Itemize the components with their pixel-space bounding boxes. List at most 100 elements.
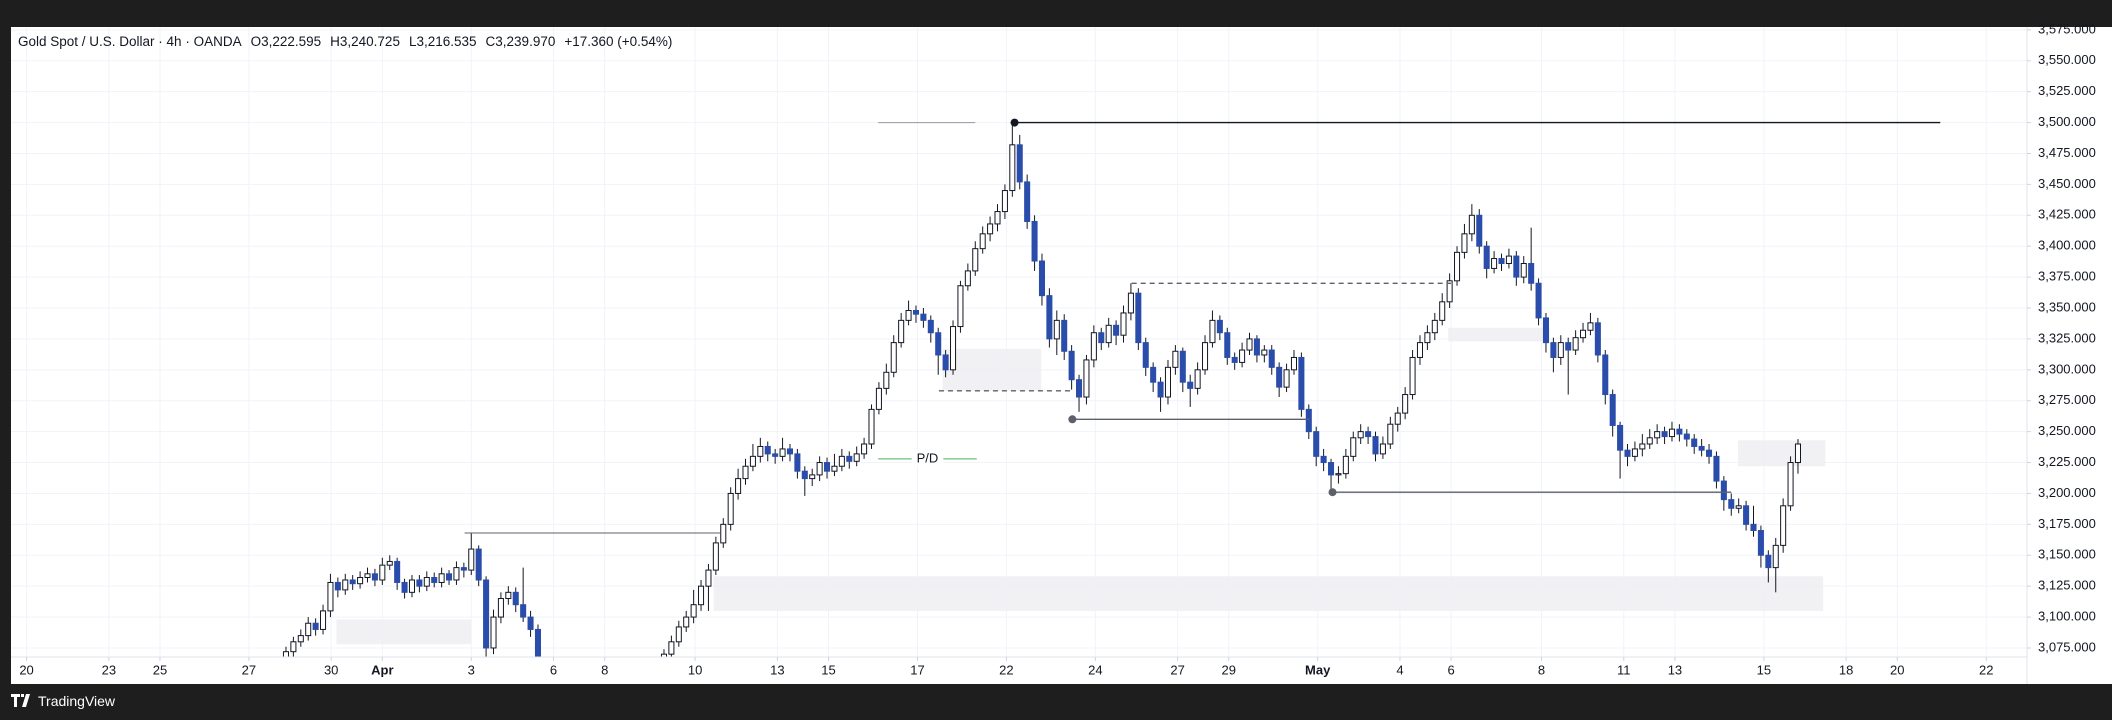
candle-body [527, 616, 534, 630]
zone [713, 576, 1824, 611]
candle-body [394, 560, 401, 583]
candle-body [1187, 381, 1194, 389]
candle-body [1720, 480, 1727, 501]
candle-body [1194, 369, 1201, 389]
x-tick-label: 11 [1617, 662, 1631, 677]
candle-body [1009, 144, 1016, 192]
candle-body [1150, 366, 1157, 383]
candle-body [1313, 431, 1320, 457]
candle-body [1528, 262, 1535, 284]
candle-body [1135, 292, 1142, 344]
candle-body [1120, 312, 1127, 336]
candle-body [1772, 544, 1779, 569]
candle-body [468, 548, 475, 571]
candle-body [1691, 438, 1698, 447]
candle-body [1224, 332, 1231, 358]
level-anchor [1328, 488, 1337, 497]
candle-body [431, 577, 438, 583]
candle-body [1379, 443, 1386, 455]
candle-body [1431, 319, 1438, 334]
candle-body [342, 579, 349, 591]
candle-body [290, 641, 297, 653]
candle-body [1676, 428, 1683, 435]
y-tick-label: 3,075.000 [2038, 639, 2096, 654]
candle-body [1668, 428, 1675, 438]
candle-body [742, 465, 749, 480]
x-tick-label: 3 [468, 662, 475, 677]
y-tick-label: 3,350.000 [2038, 299, 2096, 314]
candle-body [831, 465, 838, 472]
low: L3,216.535 [408, 34, 477, 49]
y-tick-label: 3,475.000 [2038, 145, 2096, 160]
candle-body [1505, 255, 1512, 264]
brand[interactable]: TradingView [38, 693, 116, 709]
candle-body [735, 478, 742, 494]
candle-body [1765, 554, 1772, 569]
candle-body [497, 598, 504, 618]
candle-body [801, 470, 808, 480]
x-tick-label: 6 [1447, 662, 1454, 677]
x-tick-label: 6 [550, 662, 557, 677]
y-tick-label: 3,525.000 [2038, 83, 2096, 98]
candle-body [1068, 350, 1075, 381]
candle-body [1735, 505, 1742, 509]
candle-body [1209, 319, 1216, 344]
candle-body [1446, 280, 1453, 303]
candle-body [1142, 342, 1149, 368]
candle-body [1498, 258, 1505, 264]
candle-body [1683, 433, 1690, 440]
x-tick-label: 8 [1538, 662, 1545, 677]
x-tick-label: 30 [324, 662, 338, 677]
x-tick-label: 22 [1979, 662, 1993, 677]
y-tick-label: 3,250.000 [2038, 423, 2096, 438]
y-tick-label: 3,125.000 [2038, 578, 2096, 593]
x-tick-label: 8 [601, 662, 608, 677]
x-tick-label: 20 [1890, 662, 1904, 677]
candle-body [1794, 443, 1801, 464]
candle-body [1639, 443, 1646, 450]
candle-body [1179, 350, 1186, 383]
candle-body [875, 387, 882, 410]
y-tick-label: 3,500.000 [2038, 114, 2096, 129]
candle-body [972, 248, 979, 272]
x-tick-label: 23 [102, 662, 116, 677]
candle-body [1231, 356, 1238, 363]
candle-body [1046, 295, 1053, 340]
candle-body [1624, 449, 1631, 457]
candle-body [1394, 412, 1401, 425]
candle-body [927, 319, 934, 334]
y-tick-label: 3,375.000 [2038, 269, 2096, 284]
x-tick-label: Apr [371, 662, 393, 677]
x-tick-label: 15 [821, 662, 835, 677]
candle-body [282, 651, 289, 657]
y-tick-label: 3,450.000 [2038, 176, 2096, 191]
legend-header: Gold Spot / U.S. Dollar · 4h · OANDA O3,… [18, 34, 672, 49]
candle-body [846, 455, 853, 462]
candle-body [720, 523, 727, 544]
candle-body [1609, 394, 1616, 426]
candle-body [423, 577, 430, 587]
candle-body [660, 653, 667, 657]
x-tick-label: 24 [1088, 662, 1102, 677]
candle-body [1661, 431, 1668, 438]
candle-body [920, 313, 927, 321]
candle-body [1202, 342, 1209, 371]
candle-body [475, 548, 482, 581]
y-tick-label: 3,275.000 [2038, 392, 2096, 407]
symbol: Gold Spot / U.S. Dollar · 4h · OANDA [18, 34, 242, 49]
candle-body [1328, 462, 1335, 476]
candle-body [1372, 436, 1379, 455]
candle-body [1350, 437, 1357, 457]
candle-body [1461, 233, 1468, 253]
candle-body [1439, 301, 1446, 321]
candle-body [1572, 337, 1579, 351]
candle-body [1038, 260, 1045, 297]
candle-body [1520, 262, 1527, 278]
candle-body [1617, 424, 1624, 451]
candle-body [816, 462, 823, 476]
candle-body [305, 622, 312, 637]
candle-body [727, 492, 734, 525]
candle-body [1409, 356, 1416, 396]
candle-body [320, 610, 327, 630]
candle-body [1290, 356, 1297, 371]
